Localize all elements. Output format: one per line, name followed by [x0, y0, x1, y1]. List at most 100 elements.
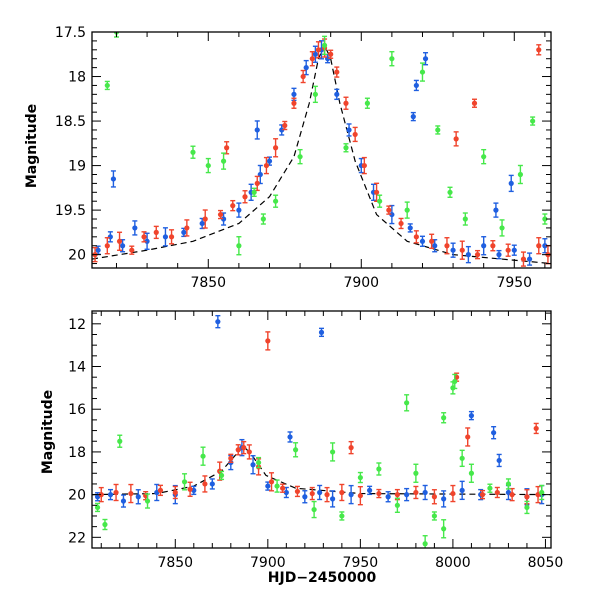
data-point-green [274, 479, 280, 493]
data-point-red [398, 217, 404, 230]
marker [452, 378, 458, 385]
y-tick-label: 18.5 [55, 114, 86, 130]
data-point-blue [450, 242, 456, 258]
marker [312, 51, 318, 57]
marker [300, 73, 306, 80]
data-point-green [468, 463, 475, 483]
marker [377, 198, 383, 204]
data-point-red [268, 472, 275, 492]
marker [135, 494, 141, 500]
y-tick-label: 17.5 [55, 25, 86, 41]
marker [328, 51, 334, 57]
marker [104, 82, 110, 89]
marker [450, 247, 456, 253]
marker [505, 481, 512, 487]
marker [413, 82, 419, 89]
data-point-green [321, 35, 328, 56]
marker [228, 455, 234, 461]
data-point-blue [422, 52, 429, 66]
data-point-blue [132, 220, 138, 236]
marker [367, 487, 373, 493]
data-point-red [263, 156, 270, 175]
data-point-red [116, 231, 123, 251]
marker [128, 490, 134, 497]
marker [209, 481, 215, 487]
plot-frame [91, 31, 552, 269]
marker [280, 485, 286, 491]
data-point-red [348, 440, 354, 455]
data-point-red [141, 231, 147, 243]
marker [242, 194, 248, 200]
marker [162, 234, 169, 240]
marker [533, 425, 539, 432]
data-point-green [220, 152, 227, 170]
marker [287, 434, 293, 440]
marker [435, 127, 441, 133]
series-blue [94, 314, 545, 508]
x-tick-label: 7850 [190, 275, 226, 291]
x-tick-label: 8050 [528, 555, 564, 571]
marker [273, 145, 279, 151]
data-point-green [441, 412, 447, 424]
data-point-red [328, 49, 334, 59]
data-point-red [459, 240, 465, 260]
data-point-blue [302, 490, 308, 504]
x-tick-label: 7950 [343, 555, 379, 571]
data-point-red [242, 190, 248, 204]
data-point-red [128, 483, 134, 504]
marker [404, 400, 410, 406]
marker [487, 485, 493, 491]
marker [453, 136, 459, 142]
data-point-green [297, 148, 303, 165]
data-point-blue [410, 111, 416, 122]
data-point-red [471, 98, 478, 108]
data-point-blue [303, 59, 309, 76]
marker [291, 91, 297, 97]
data-point-blue [465, 245, 471, 264]
data-point-red [352, 126, 358, 143]
data-point-red [334, 66, 340, 78]
marker [236, 243, 242, 249]
data-point-green [260, 213, 266, 225]
marker [334, 91, 340, 97]
data-point-red [230, 199, 236, 212]
x-tick-label: 7900 [343, 275, 379, 291]
marker [230, 203, 236, 209]
data-point-red [361, 156, 367, 175]
marker [129, 247, 135, 253]
marker [524, 494, 530, 500]
data-point-green [181, 473, 188, 491]
marker [509, 492, 515, 498]
data-point-blue [191, 485, 197, 496]
marker [410, 114, 416, 120]
marker [493, 207, 499, 213]
marker [312, 91, 318, 97]
data-point-red [104, 237, 110, 255]
marker [539, 489, 545, 496]
marker [217, 211, 224, 218]
marker [294, 488, 301, 495]
marker [441, 415, 447, 421]
marker [536, 243, 542, 249]
marker [496, 457, 502, 464]
marker [404, 207, 410, 213]
data-point-green [102, 518, 108, 531]
marker [432, 243, 438, 249]
data-point-blue [250, 455, 256, 475]
plot-frame [91, 310, 552, 549]
marker [357, 474, 363, 481]
data-point-green [200, 446, 206, 466]
marker [144, 238, 150, 244]
marker [422, 489, 428, 496]
data-point-blue [493, 202, 499, 218]
data-point-blue [419, 235, 426, 247]
y-tick-label: 12 [68, 317, 86, 333]
marker [394, 502, 400, 508]
marker [389, 56, 395, 62]
data-point-green [292, 442, 299, 458]
marker [263, 162, 270, 169]
marker [274, 483, 280, 489]
marker [339, 489, 345, 496]
marker [343, 145, 349, 151]
marker [94, 504, 101, 511]
